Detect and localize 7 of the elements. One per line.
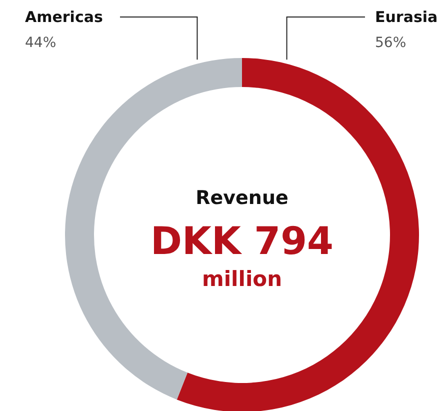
text: million <box>202 267 282 291</box>
text: Revenue <box>196 187 288 209</box>
text: DKK 794 <box>150 219 334 263</box>
slice-label: Americas <box>25 8 103 26</box>
data-label: 56% <box>375 35 406 51</box>
data-label: 44% <box>25 35 56 51</box>
slice-label: Eurasia <box>375 8 438 26</box>
